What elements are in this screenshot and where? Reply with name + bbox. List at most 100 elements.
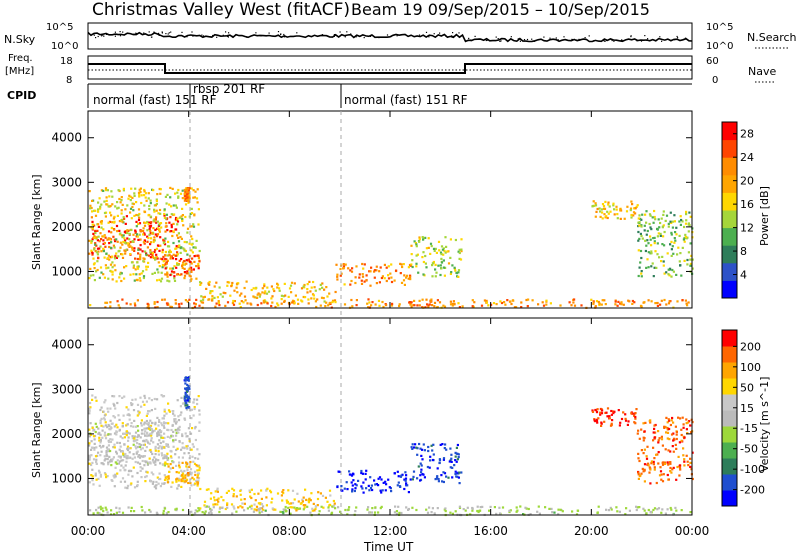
heatmap-cell [253,508,256,511]
heatmap-cell [110,509,113,512]
heatmap-cell [653,236,656,239]
heatmap-cell [654,250,657,253]
heatmap-cell [210,299,214,302]
heatmap-cell [550,507,553,510]
heatmap-cell [156,476,159,479]
heatmap-cell [175,228,178,231]
heatmap-cell [438,459,442,462]
heatmap-cell [180,273,183,276]
heatmap-cell [453,303,456,306]
heatmap-cell [140,476,143,479]
nsky-tick-bottom: 10^0 [51,41,78,52]
heatmap-cell [156,193,159,196]
heatmap-cell [165,443,168,446]
heatmap-cell [657,441,660,444]
heatmap-cell [170,435,173,438]
heatmap-cell [145,265,148,268]
heatmap-cell [403,274,406,277]
heatmap-cell [192,414,195,417]
heatmap-cell [94,250,97,253]
heatmap-cell [183,418,187,421]
heatmap-cell [662,473,665,476]
heatmap-cell [243,509,246,512]
heatmap-cell [106,458,109,461]
heatmap-cell [102,242,105,245]
heatmap-cell [119,246,122,249]
heatmap-cell [598,207,601,210]
heatmap-cell [158,230,161,233]
heatmap-cell [314,505,317,508]
nsearch-point [603,40,605,42]
heatmap-cell [155,216,158,219]
heatmap-cell [112,235,115,238]
heatmap-cell [193,427,197,430]
heatmap-cell [104,187,108,190]
heatmap-cell [290,301,294,304]
heatmap-cell [167,402,170,405]
heatmap-cell [116,230,119,233]
heatmap-cell [525,507,528,510]
heatmap-cell [311,509,314,512]
heatmap-cell [100,271,103,274]
heatmap-cell [163,446,166,449]
heatmap-cell [177,240,181,243]
heatmap-cell [662,264,665,267]
heatmap-cell [169,463,172,466]
heatmap-cell [162,440,165,443]
heatmap-cell [176,217,179,220]
heatmap-cell [129,425,133,428]
heatmap-cell [431,262,434,265]
heatmap-cell [250,507,253,510]
heatmap-cell [454,455,457,458]
heatmap-cell [109,513,113,516]
heatmap-cell [336,485,339,489]
heatmap-cell [323,300,326,303]
heatmap-cell [411,265,414,269]
heatmap-cell [253,296,256,299]
heatmap-cell [424,254,427,258]
heatmap-cell [307,302,310,305]
heatmap-cell [177,236,180,239]
heatmap-cell [137,434,140,437]
nsearch-point [418,34,421,36]
heatmap-cell [207,488,210,491]
heatmap-cell [151,430,155,433]
heatmap-cell [199,487,202,491]
heatmap-cell [613,208,616,211]
heatmap-cell [323,288,326,291]
heatmap-cell [293,282,296,285]
heatmap-cell [529,513,532,516]
heatmap-cell [642,452,645,455]
heatmap-cell [430,511,433,514]
heatmap-cell [165,202,168,205]
heatmap-cell [378,476,382,479]
heatmap-cell [166,481,169,484]
heatmap-cell [144,480,147,483]
nsearch-point [170,31,172,33]
heatmap-cell [132,209,135,212]
heatmap-cell [681,220,684,223]
heatmap-cell [129,303,132,306]
heatmap-cell [142,275,146,278]
heatmap-cell [450,460,453,463]
heatmap-cell [178,440,181,443]
heatmap-cell [374,506,377,509]
heatmap-cell [276,286,279,289]
heatmap-cell [339,510,342,513]
heatmap-cell [656,253,659,256]
heatmap-cell [354,483,357,486]
heatmap-cell [163,464,166,467]
heatmap-cell [661,461,664,464]
heatmap-cell [573,298,576,301]
heatmap-cell [460,248,463,251]
heatmap-cell [166,229,169,232]
heatmap-cell [142,439,145,442]
heatmap-cell [140,424,143,427]
heatmap-cell [97,469,101,472]
heatmap-cell [333,502,336,505]
heatmap-cell [295,507,299,510]
heatmap-cell [331,505,334,508]
heatmap-cell [456,275,459,278]
heatmap-cell [167,422,170,425]
heatmap-cell [295,509,298,512]
